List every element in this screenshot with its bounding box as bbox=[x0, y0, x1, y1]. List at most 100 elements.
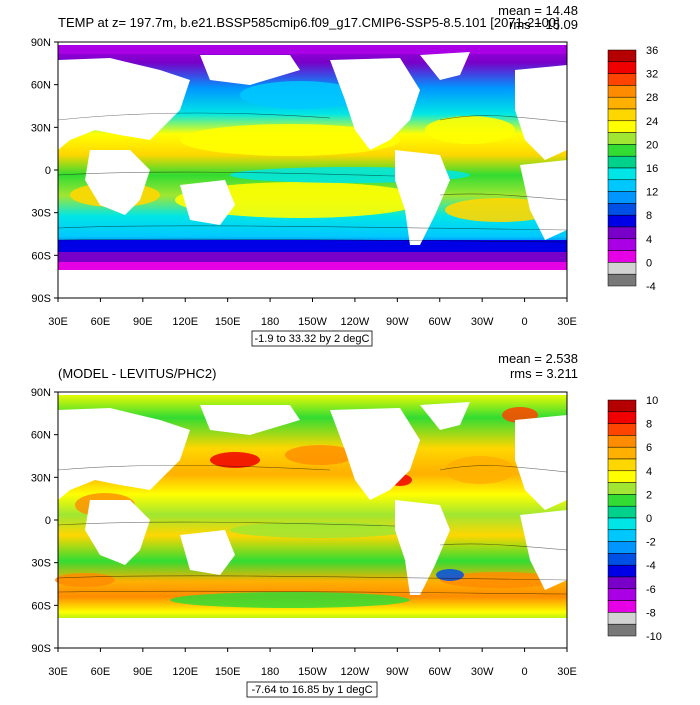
bottom-colorbar-swatch bbox=[607, 435, 637, 448]
bottom-lon-tick-label: 180 bbox=[261, 666, 279, 678]
bottom-lon-tick-label: 30E bbox=[48, 666, 68, 678]
top-colorbar-swatch bbox=[607, 262, 637, 275]
bottom-lat-tick-label: 30S bbox=[31, 558, 51, 570]
bottom-lon-tick-label: 30W bbox=[471, 666, 494, 678]
bottom-colorbar-label: -10 bbox=[646, 631, 662, 643]
bottom-lon-tick-label: 60W bbox=[428, 666, 451, 678]
bottom-lon-tick-label: 90E bbox=[133, 666, 153, 678]
bottom-colorbar: 10 8 6 4 2 0 -2 -4 -6 -8 -10 bbox=[607, 395, 662, 643]
bottom-colorbar-label: -2 bbox=[646, 537, 656, 549]
bottom-lon-tick-label: 150E bbox=[215, 666, 241, 678]
bottom-colorbar-label: -6 bbox=[646, 584, 656, 596]
bottom-colorbar-swatch bbox=[607, 564, 637, 578]
top-colorbar-swatch bbox=[607, 96, 637, 110]
bottom-map-title: (MODEL - LEVITUS/PHC2) bbox=[58, 366, 216, 381]
top-colorbar-swatch bbox=[607, 49, 637, 63]
bottom-colorbar-swatch bbox=[607, 541, 637, 554]
bottom-lon-tick-label: 120W bbox=[341, 666, 370, 678]
top-colorbar-swatch bbox=[607, 155, 637, 169]
bottom-colorbar-swatch bbox=[607, 423, 637, 436]
bottom-colorbar-swatch bbox=[607, 411, 637, 424]
top-lat-tick-label: 30N bbox=[31, 122, 51, 134]
top-colorbar-label: 32 bbox=[646, 69, 658, 81]
bottom-colorbar-swatch bbox=[607, 600, 637, 613]
bottom-colorbar-swatch bbox=[607, 446, 637, 460]
top-lon-tick-label: 30E bbox=[48, 316, 68, 328]
bottom-longitude-ticks: 30E 60E 90E 120E 150E 180 150W 120W 90W 60W 30W 0 30… bbox=[48, 648, 577, 678]
top-lon-tick-label: 150W bbox=[298, 316, 327, 328]
bottom-latitude-ticks: 90N 60N 30N 0 30S 60S 90S bbox=[31, 387, 58, 655]
top-colorbar-swatch bbox=[607, 214, 637, 228]
bottom-colorbar-label: -8 bbox=[646, 607, 656, 619]
bottom-colorbar-label: 0 bbox=[646, 513, 652, 525]
top-lon-tick-label: 180 bbox=[261, 316, 279, 328]
bottom-lat-tick-label: 90S bbox=[31, 643, 51, 655]
bottom-lon-tick-label: 60E bbox=[91, 666, 111, 678]
top-colorbar-swatch bbox=[607, 132, 637, 145]
bottom-lon-tick-label: 30E bbox=[557, 666, 577, 678]
bottom-lat-tick-label: 90N bbox=[31, 387, 51, 399]
top-lon-tick-label: 120E bbox=[172, 316, 198, 328]
top-colorbar-swatch bbox=[607, 120, 637, 133]
bottom-colorbar-swatch bbox=[607, 458, 637, 472]
bottom-lon-tick-label: 150W bbox=[298, 666, 327, 678]
top-colorbar-swatch bbox=[607, 179, 637, 192]
top-lon-tick-label: 0 bbox=[522, 316, 528, 328]
top-colorbar-swatch bbox=[607, 73, 637, 86]
top-lat-tick-label: 0 bbox=[45, 165, 51, 177]
top-lat-tick-label: 60N bbox=[31, 80, 51, 92]
bottom-colorbar-swatch bbox=[607, 612, 637, 625]
top-colorbar: 36 32 28 24 20 16 12 8 4 0 -4 bbox=[607, 45, 658, 293]
top-colorbar-swatch bbox=[607, 203, 637, 216]
top-colorbar-label: 36 bbox=[646, 45, 658, 57]
bottom-colorbar-swatch bbox=[607, 588, 637, 601]
bottom-map-field bbox=[55, 392, 568, 648]
top-map-title: TEMP at z= 197.7m, b.e21.BSSP585cmip6.f0… bbox=[58, 15, 560, 30]
bottom-colorbar-swatch bbox=[607, 399, 637, 413]
bottom-lat-tick-label: 0 bbox=[45, 515, 51, 527]
bottom-colorbar-label: 10 bbox=[646, 395, 658, 407]
bottom-colorbar-label: 2 bbox=[646, 489, 652, 501]
top-mean-stat: mean = 14.48 bbox=[498, 3, 578, 18]
top-lon-tick-label: 120W bbox=[341, 316, 370, 328]
top-colorbar-label: 24 bbox=[646, 116, 658, 128]
bottom-contour-info: -7.64 to 16.85 by 1 degC bbox=[251, 684, 372, 696]
top-colorbar-label: 20 bbox=[646, 139, 658, 151]
bottom-lon-tick-label: 90W bbox=[386, 666, 409, 678]
bottom-rms-stat: rms = 3.211 bbox=[510, 366, 578, 381]
top-map-panel: TEMP at z= 197.7m, b.e21.BSSP585cmip6.f0… bbox=[31, 3, 658, 347]
top-colorbar-label: 8 bbox=[646, 210, 652, 222]
top-lon-tick-label: 30W bbox=[471, 316, 494, 328]
bottom-colorbar-swatch bbox=[607, 517, 637, 531]
top-colorbar-swatch bbox=[607, 273, 637, 287]
top-colorbar-label: 12 bbox=[646, 187, 658, 199]
bottom-colorbar-label: 8 bbox=[646, 419, 652, 431]
bottom-colorbar-swatch bbox=[607, 505, 637, 519]
bottom-lat-tick-label: 60N bbox=[31, 430, 51, 442]
top-colorbar-label: 0 bbox=[646, 257, 652, 269]
top-colorbar-label: 28 bbox=[646, 92, 658, 104]
bottom-colorbar-swatch bbox=[607, 494, 637, 507]
bottom-colorbar-swatch bbox=[607, 482, 637, 495]
top-lat-tick-label: 90S bbox=[31, 293, 51, 305]
top-map-field bbox=[57, 42, 568, 298]
bottom-contour-info-box bbox=[246, 681, 378, 698]
bottom-lat-tick-label: 30N bbox=[31, 472, 51, 484]
bottom-lon-tick-label: 120E bbox=[172, 666, 198, 678]
top-lon-tick-label: 30E bbox=[557, 316, 577, 328]
top-lon-tick-label: 60W bbox=[428, 316, 451, 328]
bottom-lon-tick-label: 0 bbox=[522, 666, 528, 678]
top-lon-tick-label: 90E bbox=[133, 316, 153, 328]
bottom-colorbar-swatch bbox=[607, 553, 637, 566]
top-longitude-ticks: 30E 60E 90E 120E 150E 180 150W 120W 90W 60W 30W 0 30… bbox=[48, 298, 577, 328]
bottom-mean-stat: mean = 2.538 bbox=[498, 351, 578, 366]
bottom-colorbar-label: 6 bbox=[646, 442, 652, 454]
top-colorbar-swatch bbox=[607, 108, 637, 122]
bottom-map-panel: (MODEL - LEVITUS/PHC2) mean = 2.538 rms … bbox=[31, 351, 662, 698]
top-contour-info: -1.9 to 33.32 by 2 degC bbox=[255, 333, 370, 345]
top-colorbar-swatch bbox=[607, 226, 637, 240]
bottom-colorbar-label: 4 bbox=[646, 466, 652, 478]
top-lat-tick-label: 90N bbox=[31, 37, 51, 49]
bottom-colorbar-swatch bbox=[607, 576, 637, 590]
